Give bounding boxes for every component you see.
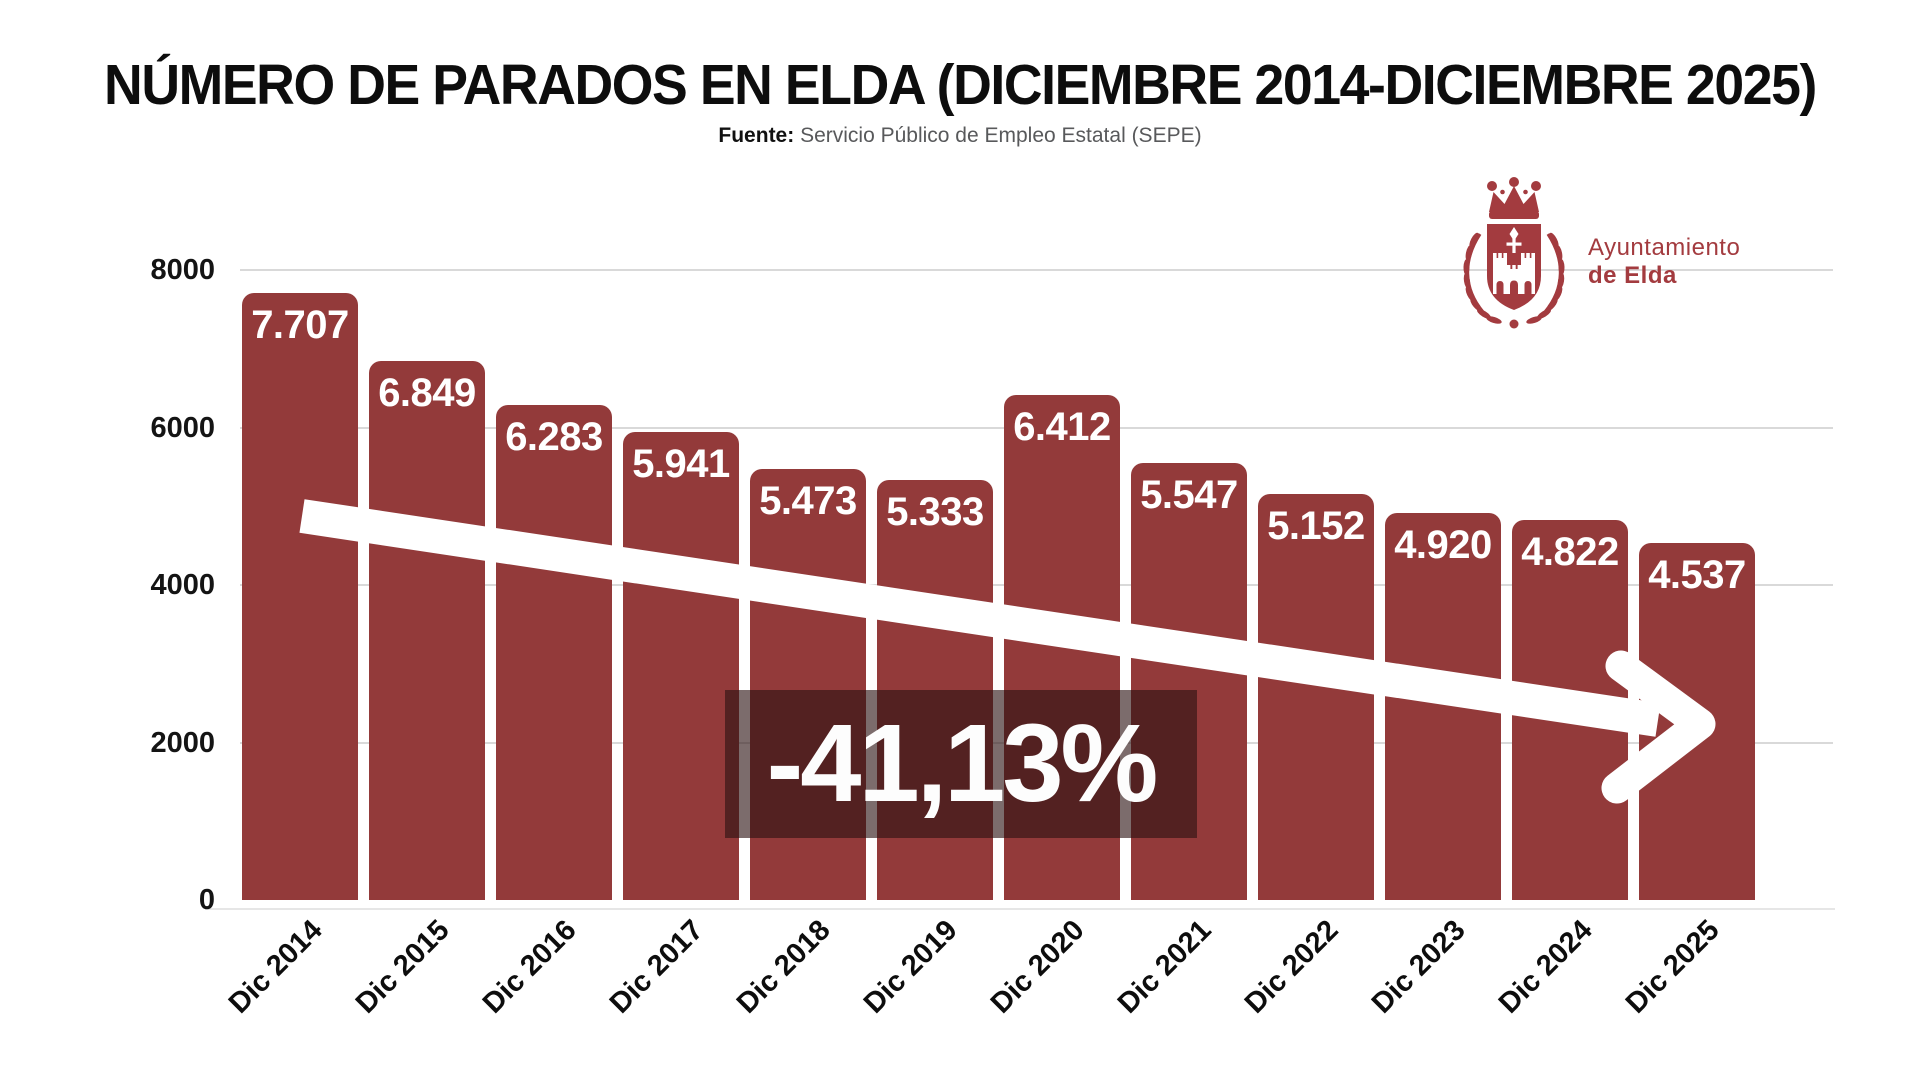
bar-value-label: 5.941 [632,442,730,486]
x-tick-label-dic-2019: Dic 2019 [857,914,964,1020]
elda-crest-icon [1463,177,1565,329]
logo-line1: Ayuntamiento [1588,234,1741,261]
y-tick-label-2000: 2000 [150,726,215,759]
x-tick-label-dic-2023: Dic 2023 [1365,914,1472,1020]
x-tick-label-dic-2024: Dic 2024 [1492,914,1599,1020]
x-tick-label-dic-2021: Dic 2021 [1111,914,1218,1020]
percentage-change-badge: -41,13% [725,690,1197,838]
x-tick-label-dic-2016: Dic 2016 [476,914,583,1020]
source-note: Fuente: Servicio Público de Empleo Estat… [0,124,1920,148]
bar-value-label: 7.707 [251,303,349,347]
gridline-8000 [240,269,1833,271]
bar-value-label: 4.537 [1648,553,1746,597]
percentage-change-value: -41,13% [766,702,1159,825]
x-tick-label-dic-2018: Dic 2018 [730,914,837,1020]
x-tick-label-dic-2022: Dic 2022 [1238,914,1345,1020]
ayuntamiento-elda-logo: Ayuntamiento de Elda [1456,176,1740,332]
x-tick-label-dic-2025: Dic 2025 [1619,914,1726,1020]
x-tick-label-dic-2017: Dic 2017 [603,914,710,1020]
logo-text: Ayuntamiento de Elda [1588,176,1740,289]
x-tick-label-dic-2020: Dic 2020 [984,914,1091,1020]
bar-value-label: 6.849 [378,371,476,415]
y-tick-label-0: 0 [198,884,215,916]
bar-value-label: 6.283 [505,415,603,459]
source-label: Fuente: [718,124,795,147]
source-text: Servicio Público de Empleo Estatal (SEPE… [794,124,1202,147]
y-tick-label-6000: 6000 [150,411,215,444]
x-tick-label-dic-2014: Dic 2014 [222,914,329,1020]
x-tick-label-dic-2015: Dic 2015 [349,914,456,1020]
page-title: NÚMERO DE PARADOS EN ELDA (DICIEMBRE 201… [104,53,1817,117]
y-tick-label-8000: 8000 [150,254,215,286]
bar-value-label: 6.412 [1013,405,1111,449]
logo-line2: de Elda [1588,261,1677,289]
axis-baseline [205,908,1835,910]
y-tick-label-4000: 4000 [150,569,215,601]
